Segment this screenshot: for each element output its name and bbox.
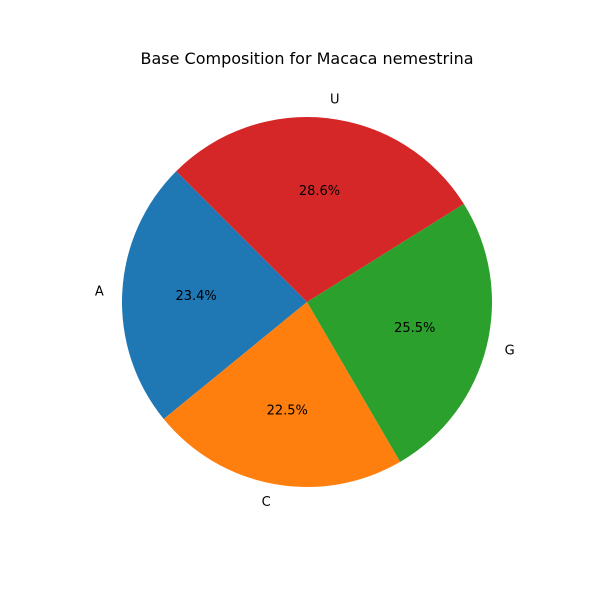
slice-label-g: G: [505, 343, 515, 358]
pie-slice-c: [163, 302, 401, 488]
pie-slice-a: [122, 171, 307, 420]
pie-slices: [122, 117, 492, 488]
pie-slice-g: [307, 203, 492, 462]
pie-labels: A 23.4% C 22.5% G 25.5% U 28.6%: [95, 92, 515, 509]
slice-percent-u: 28.6%: [299, 184, 340, 199]
slice-label-c: C: [262, 495, 271, 510]
slice-label-a: A: [95, 284, 104, 299]
chart-title: Base Composition for Macaca nemestrina: [140, 49, 473, 68]
slice-percent-a: 23.4%: [175, 289, 216, 304]
slice-percent-g: 25.5%: [394, 321, 435, 336]
slice-label-u: U: [330, 92, 340, 107]
slice-percent-c: 22.5%: [267, 404, 308, 419]
pie-slice-u: [176, 117, 464, 303]
